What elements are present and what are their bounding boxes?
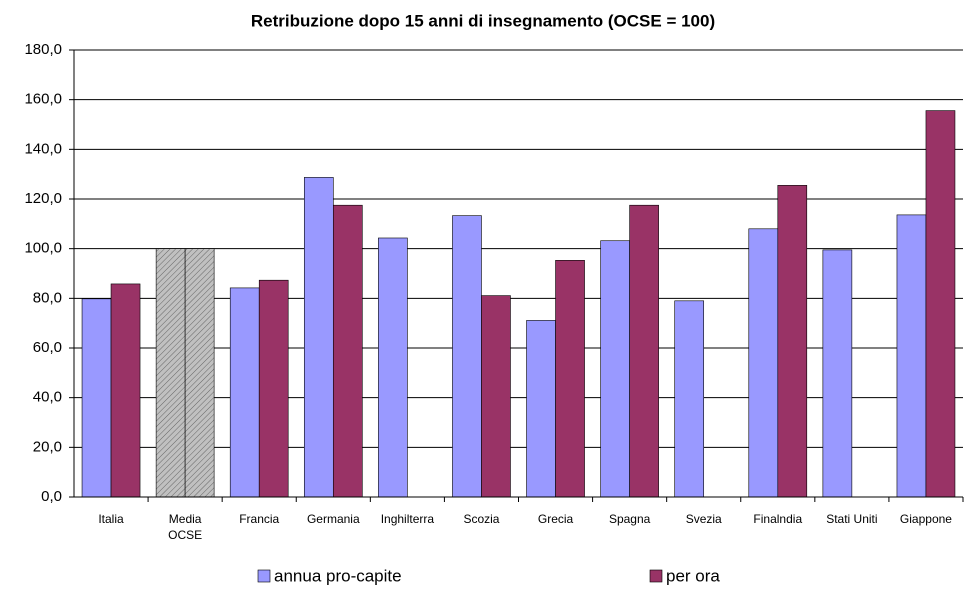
bar: [452, 215, 482, 498]
bar: [822, 249, 853, 498]
y-tick-label: 140,0: [24, 140, 62, 157]
x-tick-label: Spagna: [608, 512, 651, 526]
bar: [629, 204, 659, 498]
bar: [748, 228, 779, 498]
y-tick-label: 60,0: [33, 339, 62, 356]
x-tick-label: Italia: [98, 512, 124, 526]
legend-swatch: [257, 569, 271, 583]
y-tick-label: 80,0: [33, 289, 62, 306]
x-tick-label: Francia: [239, 512, 280, 526]
x-tick-label: Stati Uniti: [826, 512, 878, 526]
y-tick-label: 100,0: [24, 240, 62, 257]
bar: [481, 295, 511, 498]
x-tick-label: Svezia: [685, 512, 722, 526]
x-tick-label: Grecia: [537, 512, 574, 526]
x-tick-label: Media OCSE: [168, 512, 203, 542]
legend-label: annua pro-capite: [274, 566, 402, 585]
bar: [378, 237, 408, 498]
legend-label: per ora: [666, 566, 720, 585]
bar: [526, 320, 556, 498]
x-tick-label: Inghilterra: [380, 512, 435, 526]
x-tick-label: Germania: [306, 512, 360, 526]
bar: [925, 110, 956, 498]
bar: [332, 204, 363, 498]
bar: [184, 248, 215, 498]
y-tick-label: 160,0: [24, 91, 62, 108]
bar: [777, 185, 808, 498]
bar: [303, 177, 334, 498]
bar: [229, 287, 260, 498]
y-tick-label: 20,0: [33, 438, 62, 455]
bar: [110, 283, 141, 498]
y-tick-label: 120,0: [24, 190, 62, 207]
y-tick-label: 180,0: [24, 41, 62, 58]
y-tick-label: 40,0: [33, 389, 62, 406]
x-tick-label: Giappone: [899, 512, 952, 526]
bar: [258, 279, 289, 498]
x-tick-label: Finalndia: [753, 512, 803, 526]
bar: [555, 260, 585, 498]
bar: [81, 298, 112, 498]
bar: [600, 240, 630, 498]
chart-title: Retribuzione dopo 15 anni di insegnament…: [251, 11, 715, 30]
y-tick-label: 0,0: [41, 488, 62, 505]
bar: [896, 214, 927, 498]
bar: [155, 248, 186, 498]
bar: [674, 300, 705, 498]
legend-swatch: [649, 569, 663, 583]
x-tick-label: Scozia: [463, 512, 500, 526]
